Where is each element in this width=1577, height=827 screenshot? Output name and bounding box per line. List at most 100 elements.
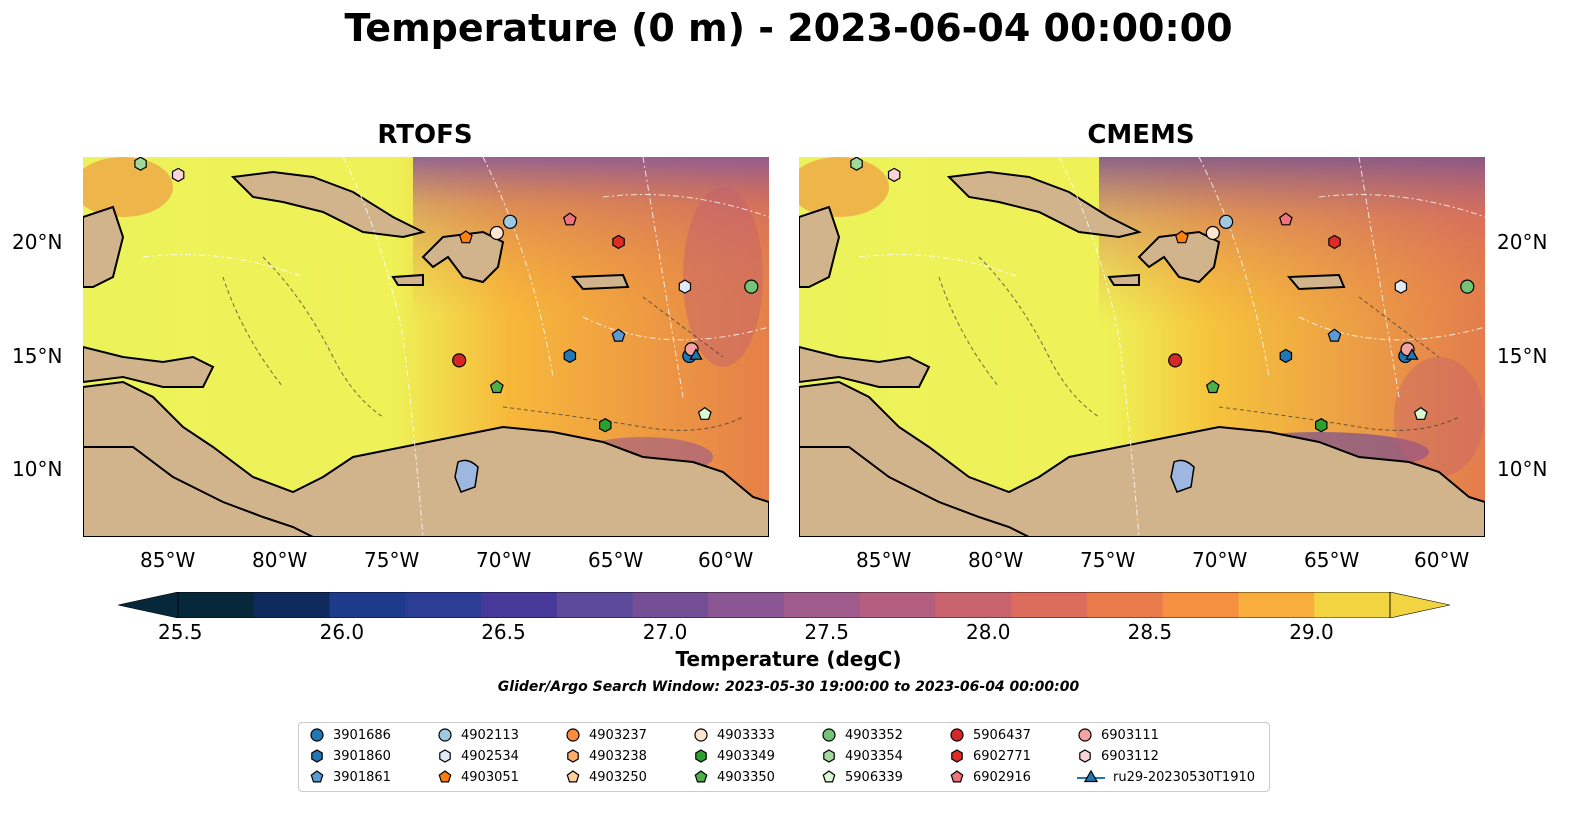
legend-label: 4903354: [845, 748, 903, 764]
legend-marker-icon: [310, 728, 324, 742]
legend-marker-icon: [822, 728, 836, 742]
legend-label: ru29-20230530T1910: [1113, 769, 1256, 785]
colorbar-tick-label: 26.5: [481, 620, 526, 644]
map-panel-rtofs[interactable]: [73, 156, 770, 538]
legend-label: 3901861: [333, 769, 391, 785]
legend-item: 3901860: [309, 746, 391, 766]
lon-label-80w-a: 80°W: [252, 548, 308, 572]
colorbar-segment: [784, 592, 861, 618]
legend-item: 4903238: [565, 746, 647, 766]
lat-label-20n-left: 20°N: [12, 230, 63, 254]
legend-item: 4902534: [437, 746, 519, 766]
colorbar-segment: [405, 592, 482, 618]
legend-marker-icon: [566, 770, 580, 783]
platform-marker-4903333[interactable]: [489, 225, 504, 241]
legend-label: 6903111: [1101, 727, 1159, 743]
colorbar-segment: [1087, 592, 1164, 618]
platform-marker-4903051[interactable]: [458, 230, 473, 244]
legend-marker-icon: [438, 728, 452, 742]
search-window-note: Glider/Argo Search Window: 2023-05-30 19…: [497, 679, 1080, 695]
platform-marker-5906339[interactable]: [697, 406, 712, 420]
lon-label-60w-a: 60°W: [698, 548, 754, 572]
platform-marker-3901861[interactable]: [611, 328, 626, 342]
panel-title-rtofs: RTOFS: [377, 120, 473, 150]
colorbar-segment: [708, 592, 785, 618]
platform-marker-3901860[interactable]: [1279, 348, 1293, 364]
platform-marker-4903352[interactable]: [744, 279, 759, 294]
colorbar-segment: [1011, 592, 1088, 618]
platform-marker-4903350[interactable]: [489, 379, 504, 394]
colorbar-segment: [178, 592, 255, 618]
platform-marker-ru29-20230530T1910[interactable]: [689, 348, 703, 360]
platform-markers[interactable]: [134, 156, 759, 433]
legend-label: 6902771: [973, 748, 1031, 764]
legend-marker-icon: [822, 770, 836, 783]
lon-label-85w-a: 85°W: [140, 548, 196, 572]
platform-marker-6902916[interactable]: [1278, 212, 1293, 226]
platform-marker-4903350[interactable]: [1205, 379, 1220, 394]
colorbar: [117, 591, 1451, 619]
legend-label: 4903349: [717, 748, 775, 764]
platform-marker-4903352[interactable]: [1460, 279, 1475, 294]
platform-marker-5906437[interactable]: [452, 353, 467, 368]
legend-label: 4903238: [589, 748, 647, 764]
platform-marker-4903354[interactable]: [134, 156, 147, 171]
legend-item: 4903051: [437, 767, 519, 787]
legend-label: 4902113: [461, 727, 519, 743]
lon-label-70w-b: 70°W: [1192, 548, 1248, 572]
legend-item: 6902916: [949, 767, 1031, 787]
legend-item: 4903333: [693, 725, 775, 745]
legend-marker-icon: [438, 770, 452, 783]
platform-marker-4902113[interactable]: [502, 214, 518, 229]
platform-marker-3901861[interactable]: [1327, 328, 1342, 342]
lon-label-75w-b: 75°W: [1080, 548, 1136, 572]
legend-item: 6903111: [1077, 725, 1159, 745]
legend-item: 4903354: [821, 746, 903, 766]
colorbar-segment: [329, 592, 406, 618]
colorbar-segment: [481, 592, 558, 618]
platform-marker-4903349[interactable]: [598, 418, 612, 433]
colorbar-scale: [117, 591, 1451, 619]
platform-marker-6903112[interactable]: [171, 167, 185, 183]
platform-marker-6902916[interactable]: [562, 212, 577, 226]
legend-marker-icon: [567, 749, 579, 763]
platform-marker-4903333[interactable]: [1205, 225, 1220, 241]
colorbar-segment: [1238, 592, 1315, 618]
legend-item: 4903352: [821, 725, 903, 745]
platform-marker-4902534[interactable]: [1394, 279, 1408, 294]
lat-label-10n-right: 10°N: [1497, 457, 1548, 481]
legend-label: 4902534: [461, 748, 519, 764]
platform-marker-4903051[interactable]: [1174, 230, 1189, 244]
colorbar-segment: [556, 592, 633, 618]
platform-marker-6902771[interactable]: [1328, 234, 1341, 250]
platform-marker-3901860[interactable]: [563, 348, 577, 364]
platform-marker-4903354[interactable]: [850, 156, 863, 171]
colorbar-extend-high: [1389, 591, 1451, 619]
legend-item: 4903237: [565, 725, 647, 745]
colorbar-label: Temperature (degC): [675, 647, 902, 671]
platform-marker-4903349[interactable]: [1314, 418, 1328, 433]
legend-label: 3901686: [333, 727, 391, 743]
platform-marker-4902113[interactable]: [1218, 214, 1234, 229]
lat-label-15n-left: 15°N: [12, 344, 63, 368]
platform-markers[interactable]: [850, 156, 1475, 433]
legend-label: 4903333: [717, 727, 775, 743]
legend-marker-icon: [823, 749, 835, 763]
legend-marker-icon: [695, 749, 707, 763]
map-panel-cmems[interactable]: [789, 156, 1486, 538]
legend-label: 6902916: [973, 769, 1031, 785]
colorbar-segment: [935, 592, 1012, 618]
map-canvas-cmems: [789, 156, 1486, 538]
platform-marker-5906339[interactable]: [1413, 406, 1428, 420]
platform-marker-ru29-20230530T1910[interactable]: [1405, 348, 1419, 360]
lon-label-65w-a: 65°W: [588, 548, 644, 572]
colorbar-segment: [859, 592, 936, 618]
platform-marker-6903112[interactable]: [887, 167, 901, 183]
legend-marker-icon: [950, 770, 964, 783]
lon-label-65w-b: 65°W: [1304, 548, 1360, 572]
platform-marker-5906437[interactable]: [1168, 353, 1183, 368]
platform-marker-6902771[interactable]: [612, 234, 625, 250]
legend-marker-icon: [950, 728, 964, 742]
colorbar-tick-label: 27.0: [642, 620, 688, 644]
platform-marker-4902534[interactable]: [678, 279, 692, 294]
